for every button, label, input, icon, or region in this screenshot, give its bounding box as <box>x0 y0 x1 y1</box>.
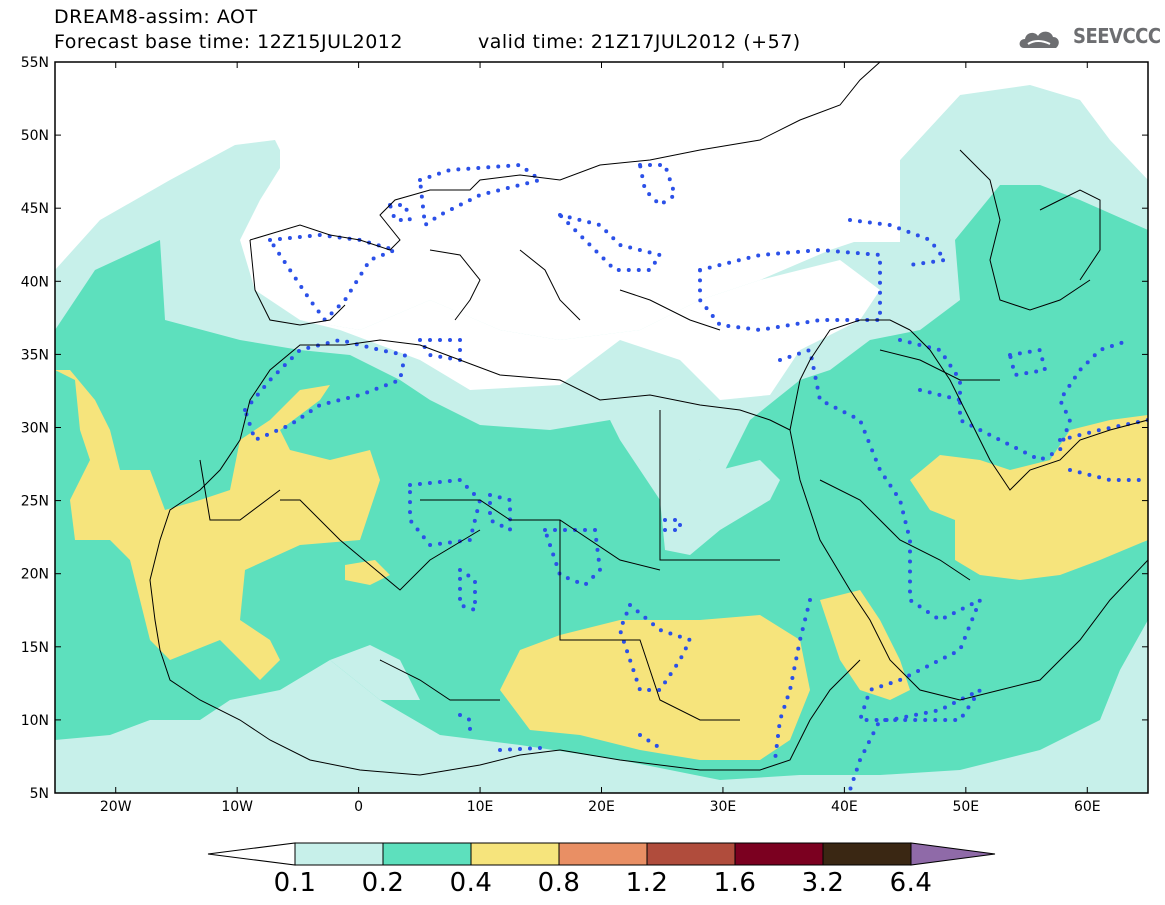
lon-label: 10W <box>221 799 253 815</box>
aot-field-0.4-0.8-arabia <box>910 415 1148 580</box>
lat-label: 10N <box>21 713 49 729</box>
colorbar-level-label: 1.6 <box>713 868 757 898</box>
logo-text: SEEVCCC <box>1073 24 1161 48</box>
aot-field-0.4-0.8-central <box>500 615 810 760</box>
aot-field-0.4-0.8-west <box>55 370 380 680</box>
colorbar-level-label: 0.1 <box>273 868 317 898</box>
colorbar-min-triangle <box>207 842 296 866</box>
colorbar-level-label: 6.4 <box>889 868 933 898</box>
lat-label: 15N <box>21 640 49 656</box>
lon-label: 20W <box>100 799 132 815</box>
colorbar-box <box>646 842 736 866</box>
colorbar-box <box>558 842 648 866</box>
lat-label: 40N <box>21 274 49 290</box>
forecast-base-time: Forecast base time: 12Z15JUL2012 <box>54 31 403 53</box>
seevccc-logo <box>1019 31 1059 48</box>
valid-time: valid time: 21Z17JUL2012 (+57) <box>478 31 801 53</box>
colorbar-level-label: 3.2 <box>801 868 845 898</box>
colorbar-level-label: 0.8 <box>537 868 581 898</box>
lat-label: 35N <box>21 347 49 363</box>
lon-label: 50E <box>952 799 979 815</box>
latitude-axis: 55N 50N 45N 40N 35N 30N 25N 20N 15N 10N 5N <box>21 55 1148 802</box>
colorbar-box <box>822 842 912 866</box>
lat-label: 55N <box>21 55 49 71</box>
colorbar-level-label: 0.4 <box>449 868 493 898</box>
lat-label: 50N <box>21 128 49 144</box>
lon-label: 30E <box>710 799 737 815</box>
colorbar-level-label: 1.2 <box>625 868 669 898</box>
colorbar-box <box>294 842 384 866</box>
lat-label: 45N <box>21 201 49 217</box>
lat-label: 5N <box>30 786 49 802</box>
colorbar-box <box>734 842 824 866</box>
colorbar-box <box>382 842 472 866</box>
lat-label: 20N <box>21 567 49 583</box>
lon-label: 10E <box>467 799 494 815</box>
colorbar-box <box>470 842 560 866</box>
coastlines <box>149 62 1148 776</box>
longitude-axis: 20W 10W 0 10E 20E 30E 40E 50E 60E <box>100 62 1101 815</box>
lat-label: 25N <box>21 494 49 510</box>
lon-label: 60E <box>1074 799 1101 815</box>
lon-label: 40E <box>831 799 858 815</box>
colorbar-level-label: 0.2 <box>361 868 405 898</box>
title-variable: DREAM8-assim: AOT <box>54 6 258 28</box>
lat-label: 30N <box>21 421 49 437</box>
lon-label: 0 <box>354 799 363 815</box>
lon-label: 20E <box>588 799 615 815</box>
colorbar-max-triangle <box>910 842 996 866</box>
